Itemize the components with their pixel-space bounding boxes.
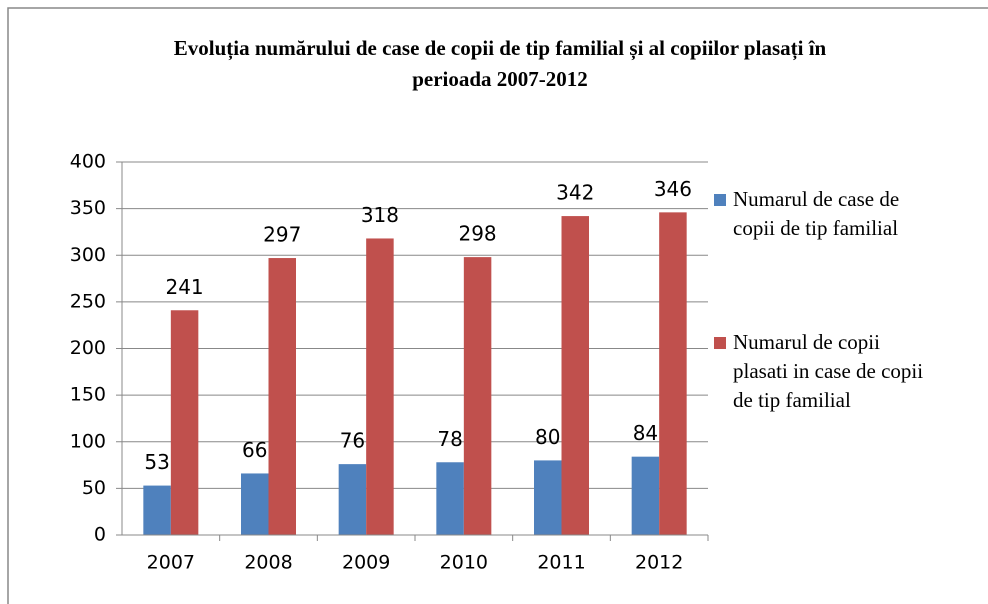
x-tick-label: 2010 [440,552,488,574]
data-label: 84 [633,421,658,445]
y-tick-label: 250 [70,290,106,312]
y-tick-label: 200 [70,337,106,359]
data-label: 76 [340,429,365,453]
x-tick-label: 2012 [635,552,683,574]
data-label: 241 [165,275,203,299]
y-tick-label: 50 [82,477,106,499]
data-label: 342 [556,181,594,205]
x-tick-label: 2007 [147,552,195,574]
legend-label: Numarul de case de copii de tip familial [733,187,900,240]
bar [338,464,367,535]
x-tick-label: 2009 [342,552,390,574]
bar [143,485,171,535]
chart-title: Evoluția numărului de case de copii de t… [173,36,827,91]
legend-swatch [714,194,726,206]
y-tick-label: 100 [70,430,106,452]
data-label: 346 [654,177,692,201]
bar [561,216,589,535]
data-label: 297 [263,223,301,247]
data-label: 80 [535,425,560,449]
data-label: 298 [458,222,496,246]
bar [241,473,269,535]
bar [659,212,687,536]
y-tick-label: 400 [70,151,106,173]
y-tick-label: 0 [94,524,106,546]
y-tick-label: 150 [70,384,106,406]
data-label: 66 [242,438,267,462]
x-tick-label: 2008 [244,552,292,574]
data-label: 318 [361,203,399,227]
x-tick-label: 2011 [537,552,585,574]
y-tick-label: 350 [70,197,106,219]
bar [463,257,492,535]
bar [268,258,296,535]
data-label: 78 [437,427,462,451]
legend-swatch [714,337,726,349]
bar [534,460,562,535]
bar [631,456,660,535]
bar [170,310,199,535]
y-tick-label: 300 [70,244,106,266]
data-label: 53 [144,450,169,474]
bar [436,462,464,535]
legend-label: Numarul de copii plasati in case de copi… [733,330,924,412]
bar [366,238,394,535]
